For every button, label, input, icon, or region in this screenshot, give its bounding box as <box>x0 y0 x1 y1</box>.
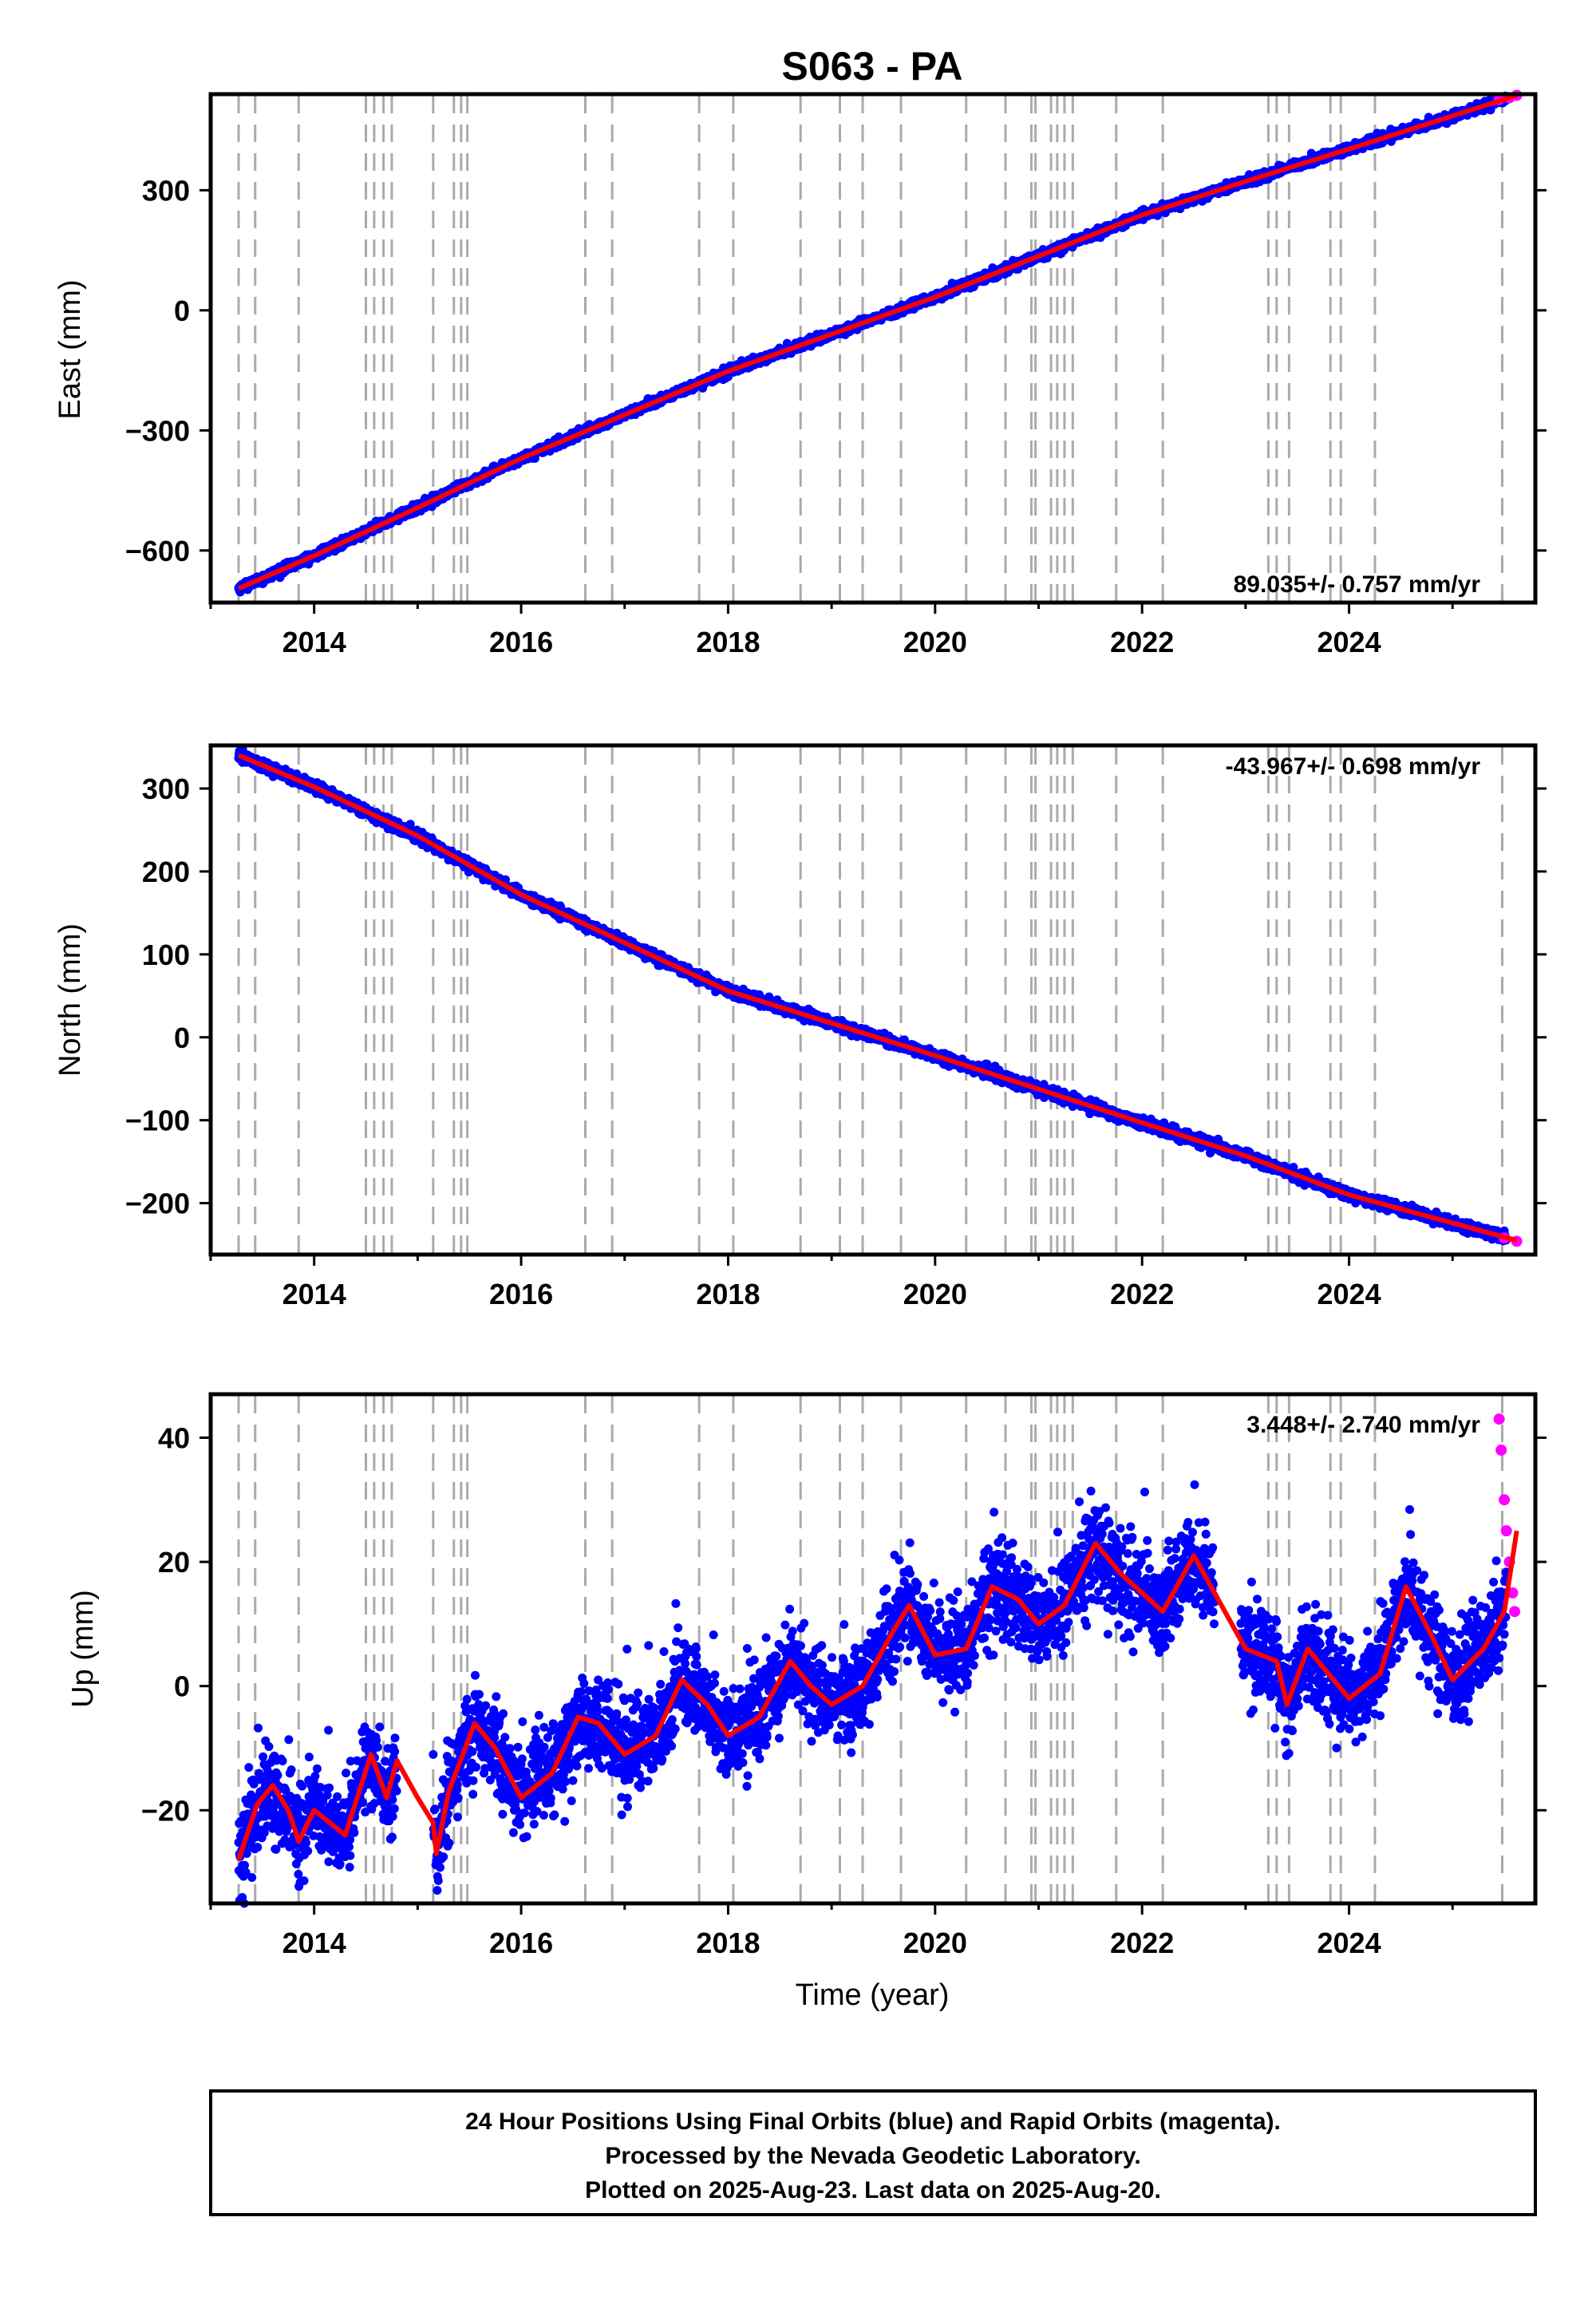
figure-title: S063 - PA <box>782 44 963 89</box>
east-xtick-label-0: 2014 <box>282 626 346 658</box>
east-daily-positions <box>234 91 1511 597</box>
east-xtick-label-3: 2020 <box>903 626 967 658</box>
east-equipment-change-lines <box>237 96 1503 601</box>
east-xtick-label-1: 2016 <box>489 626 553 658</box>
east-panel: 300 0 −300 −600 2014 2016 2018 2020 2022 2024 East… <box>53 89 1547 658</box>
east-xtick-label-4: 2022 <box>1110 626 1174 658</box>
east-y-axis-label: East (mm) <box>53 279 87 419</box>
east-model-line <box>237 93 1518 591</box>
east-xtick-label-5: 2024 <box>1317 626 1381 658</box>
north-daily-positions <box>234 745 1511 1246</box>
east-ytick-label-0: 300 <box>142 174 190 207</box>
east-ytick-label-1: 0 <box>174 294 190 327</box>
east-xtick-label-2: 2018 <box>696 626 760 658</box>
east-rate-label: 89.035+/- 0.757 mm/yr <box>1234 571 1481 598</box>
east-ytick-label-3: −600 <box>125 535 190 567</box>
east-plot-frame <box>208 92 1538 605</box>
east-ytick-label-2: −300 <box>125 414 190 447</box>
